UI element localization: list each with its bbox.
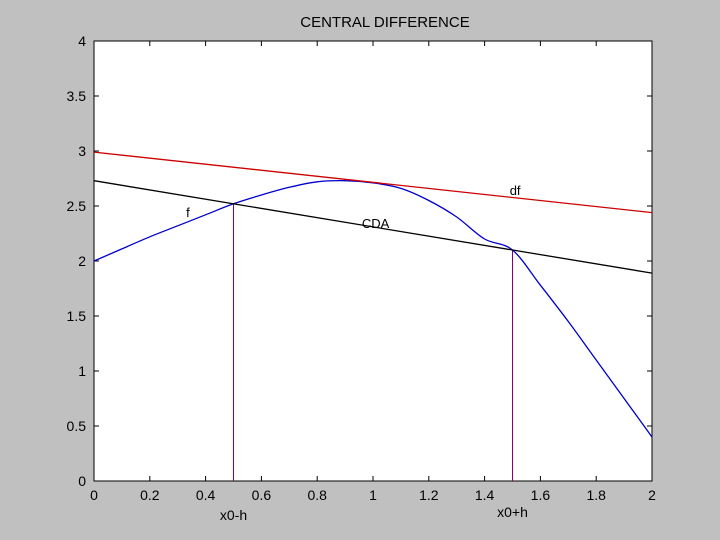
annotations: f df CDA: [186, 183, 521, 231]
series-line-CDA: [93, 180, 653, 274]
y-tick-label: 3: [78, 143, 86, 159]
y-tick-label: 2.5: [67, 198, 87, 214]
marker-label-1: x0+h: [497, 504, 528, 520]
x-tick-label: 1: [369, 487, 377, 503]
series-lines: [93, 151, 653, 438]
x-tick-label: 0.2: [140, 487, 160, 503]
y-tick-label: 0.5: [67, 418, 87, 434]
marker-labels: x0-h x0+h: [220, 504, 528, 523]
marker-label-0: x0-h: [220, 507, 247, 523]
chart-title: CENTRAL DIFFERENCE: [300, 14, 469, 31]
series-line-df: [93, 151, 653, 214]
x-tick-label: 1.8: [586, 487, 606, 503]
annotation-CDA: CDA: [362, 216, 390, 231]
y-tick-label: 4: [78, 33, 86, 49]
x-axis: 0 0.2 0.4 0.6 0.8 1 1.2 1.4 1.6 1.8 2: [90, 41, 656, 503]
y-tick-label: 0: [78, 473, 86, 489]
x-tick-label: 1.2: [419, 487, 439, 503]
y-tick-label: 2: [78, 253, 86, 269]
x-tick-label: 0.4: [196, 487, 216, 503]
x-tick-label: 0.8: [307, 487, 327, 503]
y-tick-label: 1.5: [67, 308, 87, 324]
x-tick-label: 0.6: [252, 487, 272, 503]
plot-area: [93, 40, 653, 482]
y-axis: 0 0.5 1 1.5 2 2.5 3 3.5 4: [67, 33, 652, 489]
x-tick-label: 1.4: [475, 487, 495, 503]
x-tick-label: 2: [648, 487, 656, 503]
annotation-f: f: [186, 205, 190, 220]
x-tick-label: 1.6: [531, 487, 551, 503]
annotation-df: df: [510, 183, 521, 198]
y-tick-label: 3.5: [67, 88, 87, 104]
x-tick-label: 0: [90, 487, 98, 503]
y-tick-label: 1: [78, 363, 86, 379]
marker-lines: [233, 203, 513, 481]
